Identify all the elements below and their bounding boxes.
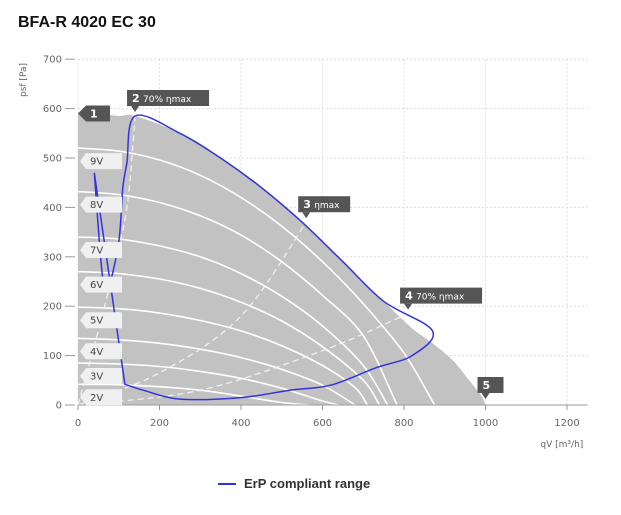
x-tick-label: 1000 [473,418,498,429]
voltage-label-text: 2V [90,393,103,404]
point-label-box [78,105,110,122]
voltage-label-text: 3V [90,372,103,383]
point-label-box [298,196,351,213]
point-label-pointer [404,303,413,310]
y-axis-label: psf [Pa] [19,63,29,97]
x-tick-label: 800 [394,418,413,429]
legend[interactable]: ErP compliant range [218,476,370,491]
point-label-sub: ηmax [314,201,340,211]
operating-area [78,113,486,406]
voltage-label-text: 9V [90,157,103,168]
point-label-5: 5 [477,377,504,399]
point-label-pointer [131,106,140,113]
voltage-label-text: 6V [90,280,103,291]
y-tick-label: 0 [56,401,62,412]
voltage-curve-7V [77,236,389,406]
point-label-3: 3 ηmax [298,196,351,219]
chart-title: BFA-R 4020 EC 30 [18,14,156,31]
point-label-1: 1 [78,105,110,122]
point-label-pointer [302,212,311,219]
legend-label: ErP compliant range [244,476,371,491]
voltage-label-box [80,368,122,385]
chart-svg: 0 200 400 600 800 1000 1200 0 100 200 300 400 500 600… [19,55,588,450]
voltage-label-box [80,196,122,213]
point-label-box [477,377,504,393]
system-line-2 [77,115,136,406]
voltage-label-box [80,343,122,360]
voltage-label-text: 8V [90,200,103,211]
point-label-number: 1 [90,108,98,121]
voltage-label-5V: 5V [80,312,122,329]
erp-boundary [93,114,435,401]
voltage-label-6V: 6V [80,276,122,293]
x-tick-label: 600 [313,418,332,429]
y-tick-label: 100 [43,351,62,362]
voltage-label-box [80,276,122,293]
legend-swatch [218,482,236,485]
y-tick-label: 400 [43,203,62,214]
voltage-label-4V: 4V [80,343,122,360]
point-label-number: 3 [303,198,311,211]
point-label-number: 2 [132,92,140,105]
point-label-sub: 70% ηmax [143,95,192,105]
point-label-number: 4 [405,290,413,303]
voltage-label-8V: 8V [80,196,122,213]
point-label-2: 2 70% ηmax [127,90,210,113]
operating-area-fill [78,113,486,406]
voltage-label-2V: 2V [80,389,122,406]
y-tick-label: 600 [43,104,62,115]
voltage-curve-8V [77,190,398,406]
point-label-4: 4 70% ηmax [400,287,483,310]
voltage-labels: 9V 8V 7V 6V 5V 4V 3V 2V [80,153,122,406]
voltage-label-box [80,389,122,406]
x-tick-label: 0 [75,418,81,429]
voltage-curve-9V [77,147,436,406]
point-label-number: 5 [483,379,491,392]
point-label-box [127,90,210,107]
voltage-label-text: 7V [90,246,103,257]
point-label-pointer [481,393,490,399]
point-label-sub: 70% ηmax [416,293,465,303]
voltage-label-text: 5V [90,316,103,327]
y-tick-label: 300 [43,252,62,263]
point-label-box [400,287,483,304]
x-tick-label: 400 [231,418,250,429]
erp-compliant-line [93,114,435,401]
y-tick-label: 700 [43,55,62,66]
voltage-label-9V: 9V [80,153,122,170]
voltage-label-box [80,312,122,329]
voltage-curve-6V [77,270,381,406]
axes: 0 200 400 600 800 1000 1200 0 100 200 300 400 500 600… [19,55,588,450]
y-tick-label: 500 [43,154,62,165]
voltage-label-text: 4V [90,347,103,358]
voltage-label-3V: 3V [80,368,122,385]
voltage-curve-4V [77,337,356,406]
system-line-4 [77,313,409,406]
x-tick-label: 1200 [554,418,579,429]
x-axis-label: qV [m³/h] [540,440,583,450]
voltage-curve-5V [77,306,368,406]
y-tick-label: 200 [43,302,62,313]
voltage-label-box [80,242,122,259]
voltage-label-box [80,153,122,170]
voltage-label-7V: 7V [80,242,122,259]
x-tick-label: 200 [150,418,169,429]
